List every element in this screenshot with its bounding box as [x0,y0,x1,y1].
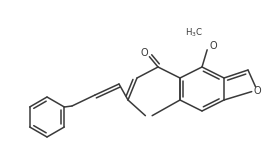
Text: O: O [253,86,261,96]
Text: O: O [209,41,217,51]
Text: O: O [140,48,148,58]
Text: H$_3$C: H$_3$C [185,27,203,39]
